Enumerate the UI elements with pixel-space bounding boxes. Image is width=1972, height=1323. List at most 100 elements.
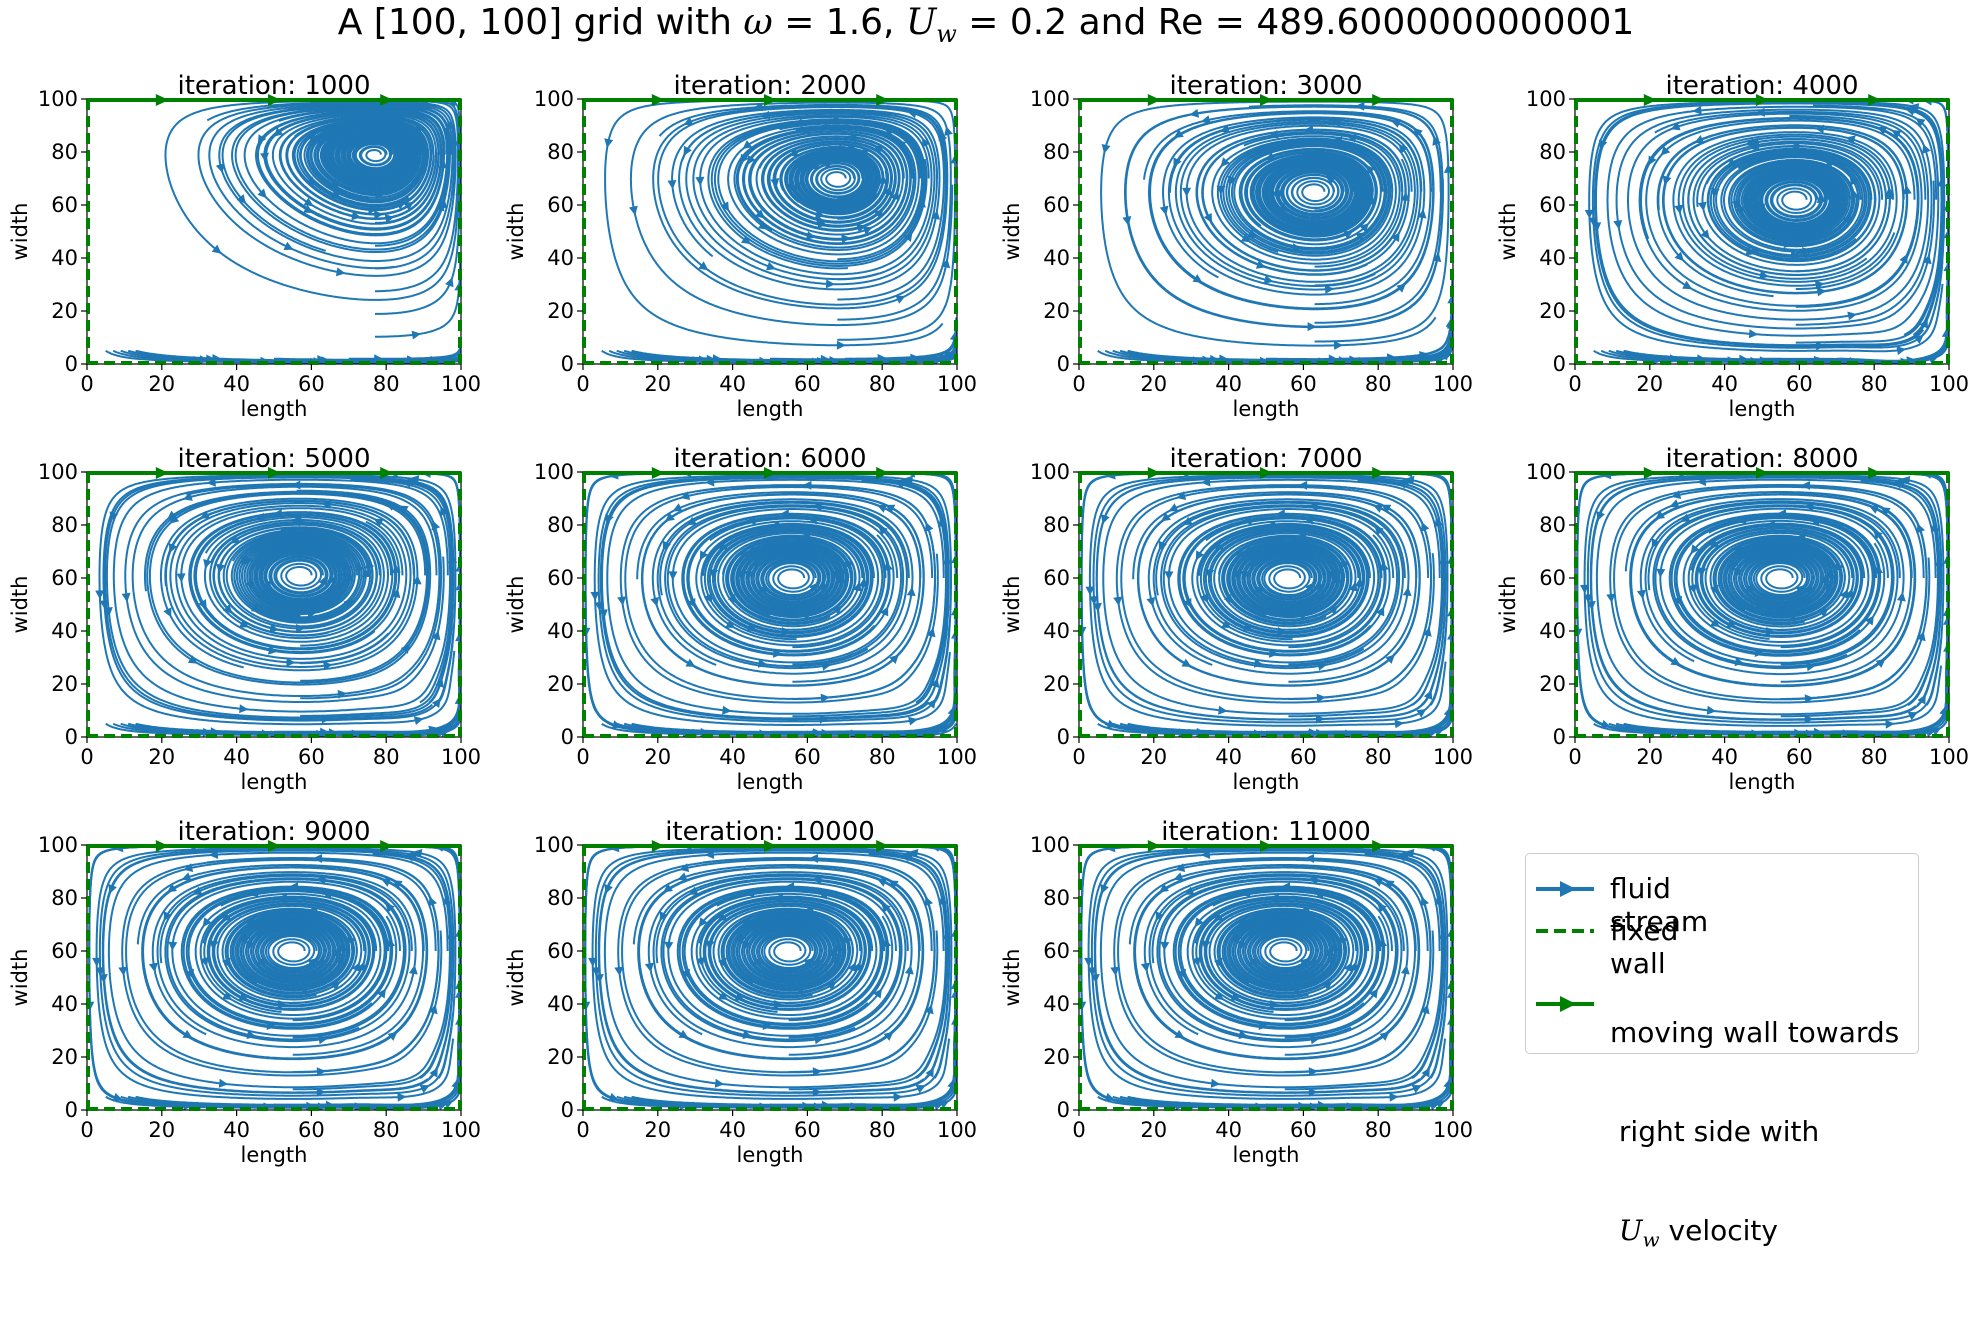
stream-arrowhead — [773, 648, 783, 658]
y-tick-label: 40 — [51, 992, 78, 1016]
x-tick-label: 0 — [576, 745, 589, 769]
stream-arrowhead — [1281, 163, 1292, 172]
streamline — [1087, 847, 1449, 1100]
stream-arrowhead — [840, 146, 850, 156]
stream-arrowhead — [1340, 558, 1350, 569]
y-tick-label: 20 — [1043, 1045, 1070, 1069]
stream-arrowhead — [408, 964, 418, 975]
x-tick-label: 80 — [1365, 372, 1392, 396]
stream-arrowhead — [1869, 505, 1880, 514]
stream-arrowhead — [1344, 962, 1353, 972]
x-tick-label: 60 — [1290, 372, 1317, 396]
streamline — [98, 474, 457, 726]
stream-arrowhead — [1396, 283, 1406, 293]
y-axis-label: width — [504, 203, 528, 261]
stream-arrowhead — [230, 534, 241, 544]
stream-arrowhead — [1434, 728, 1445, 737]
panel-title: iteration: 5000 — [177, 444, 370, 474]
stream-arrowhead — [1258, 1021, 1268, 1030]
panel-title: iteration: 3000 — [1169, 71, 1362, 101]
y-tick-label: 100 — [1030, 87, 1070, 111]
stream-arrowhead — [392, 880, 403, 889]
stream-arrowhead — [443, 1100, 454, 1109]
moving-wall-arrow — [380, 840, 394, 852]
panel-2: 0 20 40 60 80 100 0 20 40 60 80 100 length width itera… — [504, 71, 977, 421]
stream-arrowhead — [770, 520, 780, 530]
streamlines — [1575, 472, 1949, 737]
streamline — [681, 512, 895, 657]
stream-arrowhead — [203, 559, 212, 569]
stream-arrowhead — [881, 902, 891, 913]
streamlines — [87, 845, 461, 1110]
y-tick-label: 80 — [51, 513, 78, 537]
streamline — [1088, 474, 1449, 727]
stream-arrowhead — [1789, 611, 1800, 621]
streamline — [676, 885, 894, 1030]
moving-wall-arrow — [651, 467, 665, 479]
streamline — [101, 849, 454, 1094]
y-tick-label: 20 — [51, 672, 78, 696]
stream-arrowhead — [1122, 216, 1132, 226]
stream-arrowhead — [321, 500, 332, 509]
x-tick-label: 80 — [1861, 745, 1888, 769]
stream-arrowhead — [906, 586, 916, 597]
streamline — [738, 916, 840, 987]
stream-arrowhead — [695, 176, 705, 186]
stream-arrowhead — [814, 1035, 824, 1045]
streamline — [189, 511, 400, 653]
stream-arrowhead — [330, 189, 341, 198]
stream-arrowhead — [836, 340, 846, 350]
stream-arrowhead — [187, 655, 198, 664]
streamline — [1647, 501, 1899, 670]
stream-arrowhead — [1411, 1085, 1422, 1094]
stream-arrowhead — [351, 128, 362, 138]
stream-arrowhead — [741, 235, 751, 245]
moving-wall-arrow — [1868, 94, 1882, 106]
streamline — [1174, 886, 1384, 1029]
streamline — [95, 847, 457, 1100]
stream-arrowhead — [1420, 896, 1429, 907]
streamline — [164, 99, 460, 301]
moving-wall-arrow — [1372, 840, 1386, 852]
stream-arrowhead — [718, 542, 729, 552]
stream-arrowhead — [1651, 538, 1660, 549]
stream-arrowhead — [1796, 533, 1806, 543]
moving-wall-arrow — [1260, 94, 1273, 106]
stream-arrowhead — [1891, 130, 1902, 139]
stream-arrowhead — [387, 1031, 398, 1041]
panel-9: 0 20 40 60 80 100 0 20 40 60 80 100 length width itera… — [8, 817, 481, 1167]
x-axis-label: length — [1233, 770, 1300, 794]
stream-arrowhead — [377, 988, 386, 999]
stream-arrowhead — [1200, 115, 1211, 124]
y-tick-label: 60 — [1043, 193, 1070, 217]
stream-arrowhead — [290, 517, 300, 527]
stream-arrowhead — [313, 135, 323, 146]
y-tick-label: 40 — [1539, 246, 1566, 270]
stream-arrowhead — [893, 1092, 903, 1102]
stream-arrowhead — [1210, 1078, 1221, 1088]
panel-title: iteration: 11000 — [1161, 817, 1371, 847]
streamline — [222, 907, 358, 997]
streamline — [1134, 864, 1420, 1060]
stream-arrowhead — [1324, 284, 1335, 294]
stream-arrowhead — [672, 503, 683, 512]
streamline — [1638, 115, 1923, 312]
stream-arrowhead — [1916, 631, 1926, 642]
x-tick-label: 40 — [223, 372, 250, 396]
stream-arrowhead — [1757, 203, 1766, 214]
streamline — [1093, 849, 1446, 1094]
y-tick-label: 20 — [547, 1045, 574, 1069]
stream-arrowhead — [922, 137, 931, 148]
streamline — [1186, 890, 1378, 1020]
stream-arrowhead — [1237, 940, 1247, 951]
stream-arrowhead — [1398, 144, 1408, 154]
stream-arrowhead — [882, 937, 892, 948]
stream-arrowhead — [1300, 906, 1310, 916]
streamline — [1261, 157, 1365, 230]
stream-arrowhead — [1390, 119, 1401, 128]
streamline — [1712, 536, 1844, 626]
streamline — [1670, 513, 1880, 656]
stream-arrowhead — [679, 1101, 689, 1110]
x-tick-label: 0 — [1072, 372, 1085, 396]
stream-arrowhead — [1800, 234, 1811, 244]
